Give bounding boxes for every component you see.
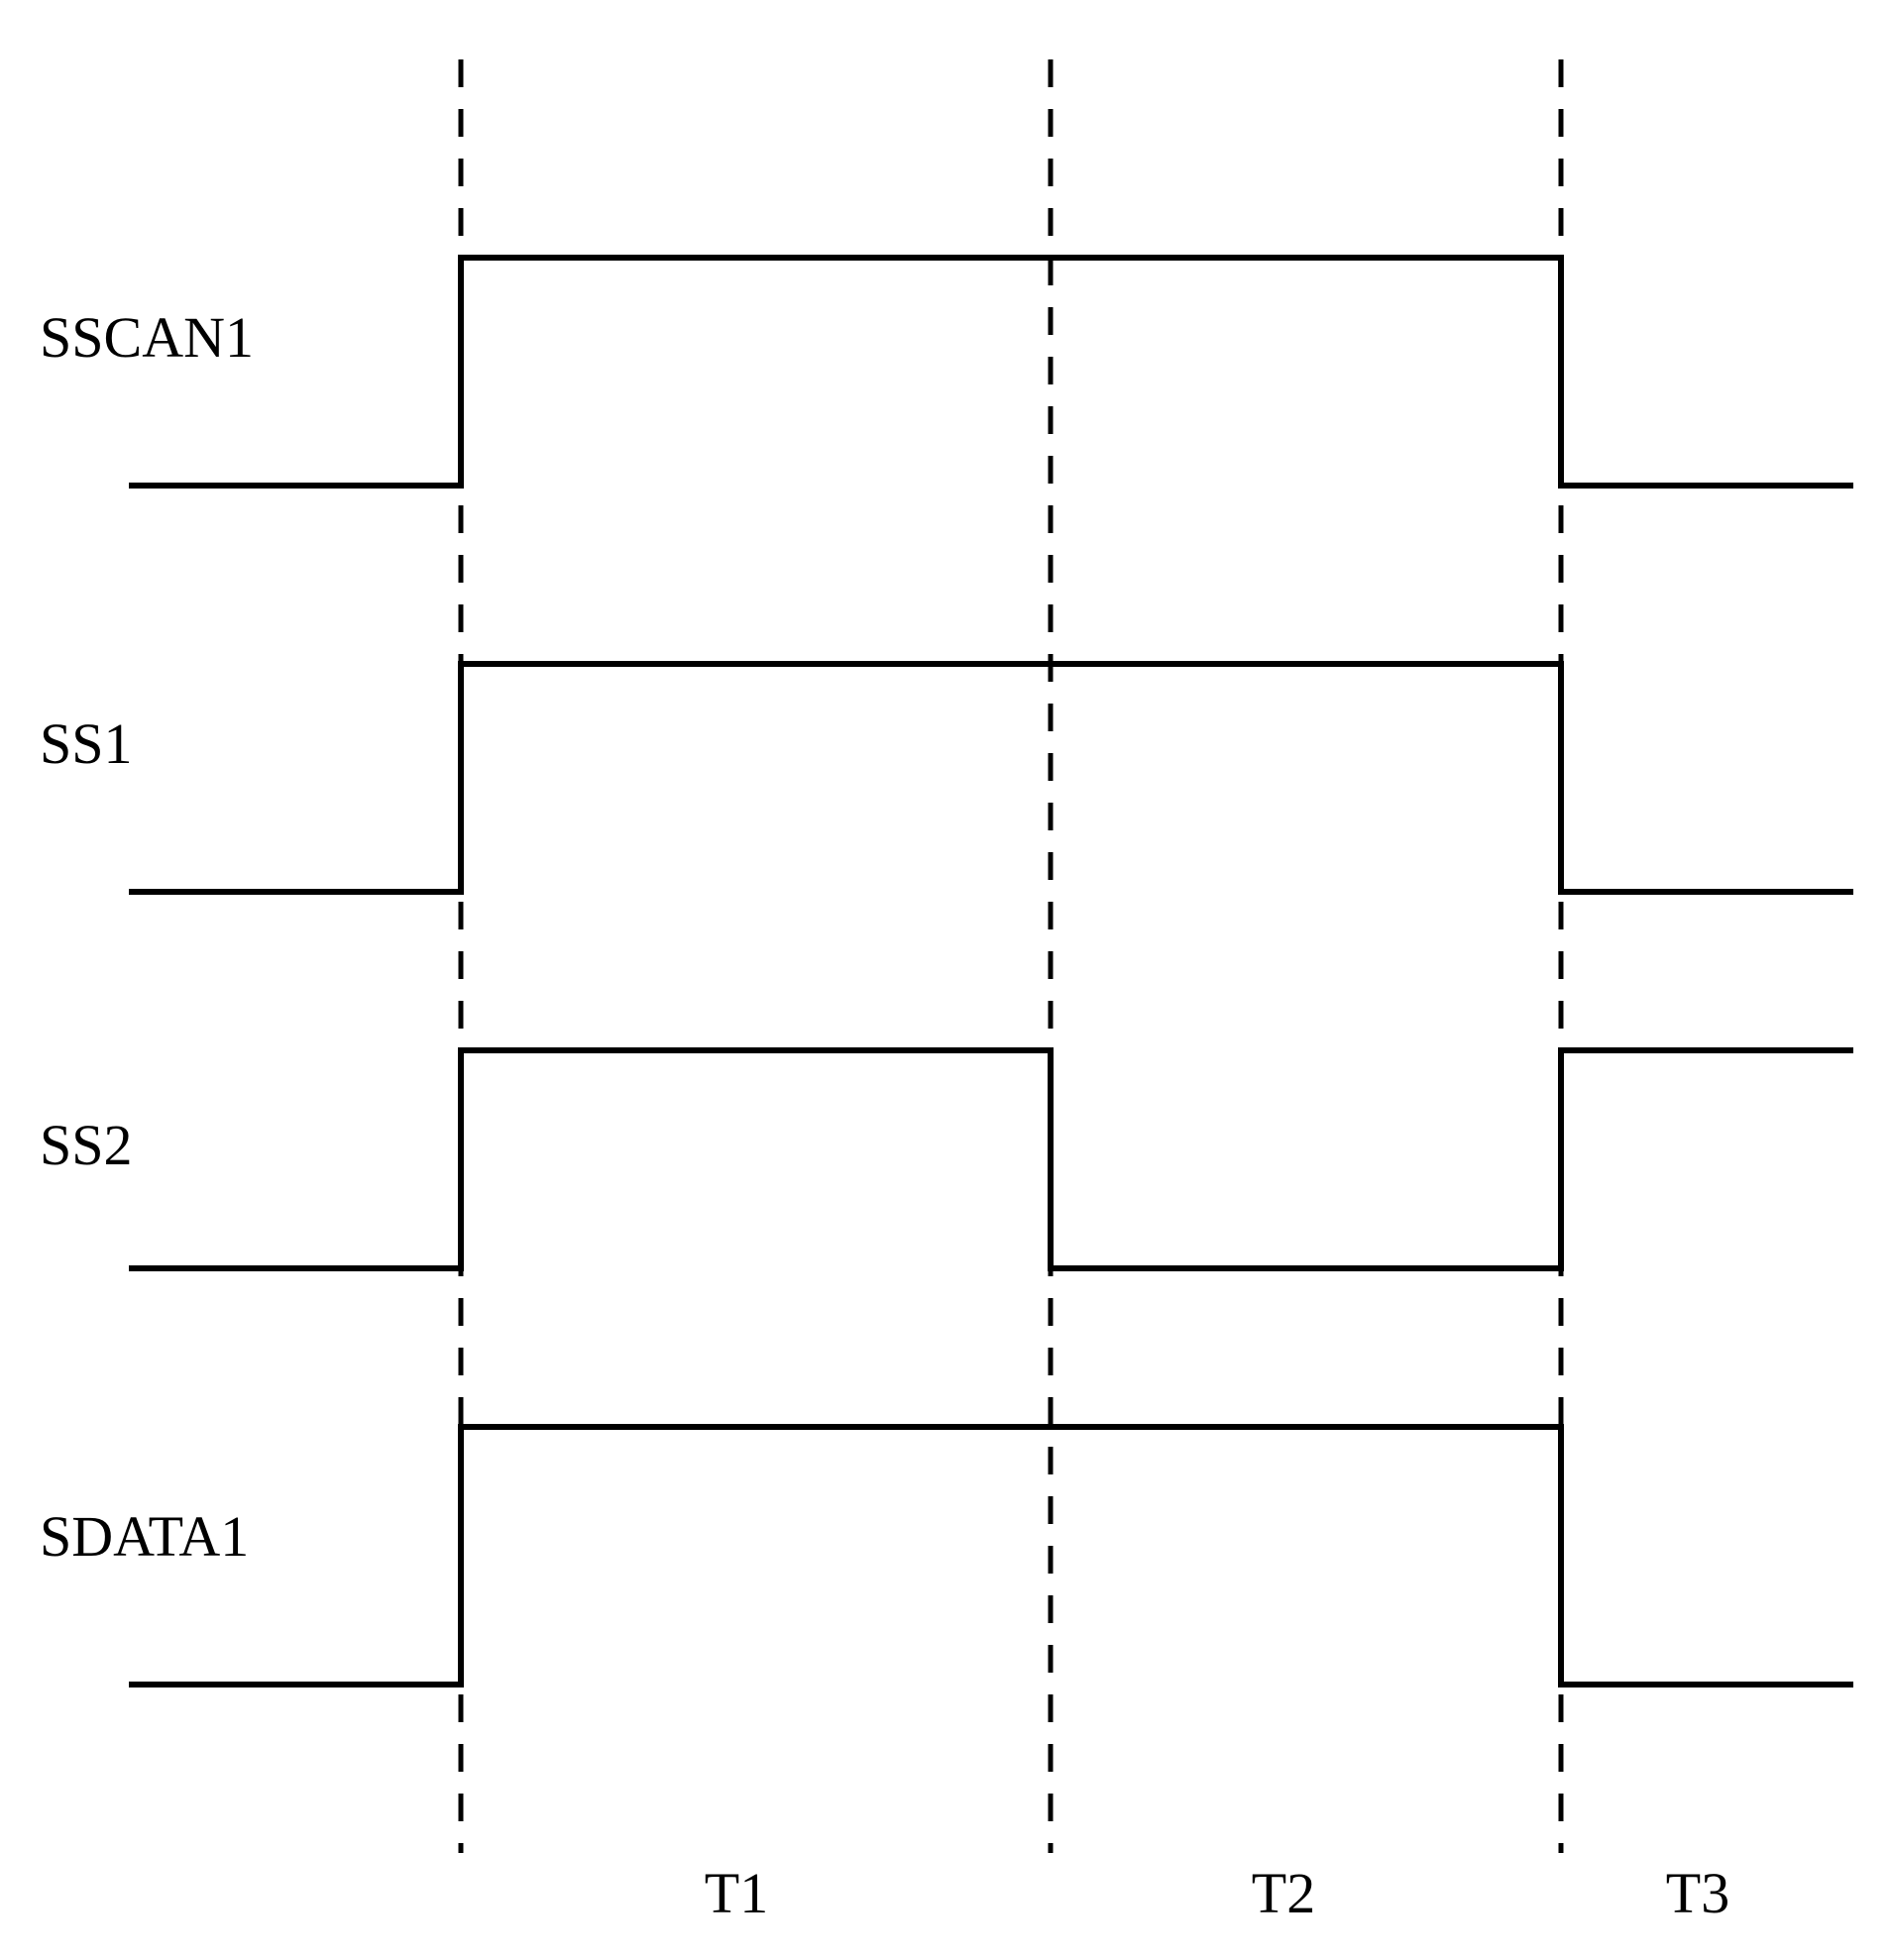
signal-label-sdata1: SDATA1 <box>40 1504 249 1569</box>
signal-waveform-sdata1 <box>129 1427 1853 1685</box>
timing-diagram: SSCAN1 SS1 SS2 SDATA1 T1 T2 T3 <box>0 0 1890 1960</box>
time-label-t1: T1 <box>705 1861 768 1925</box>
signal-label-ss2: SS2 <box>40 1113 133 1177</box>
signal-waveform-sscan1 <box>129 258 1853 486</box>
signal-waveform-ss1 <box>129 664 1853 892</box>
signal-label-sscan1: SSCAN1 <box>40 305 254 370</box>
signal-label-ss1: SS1 <box>40 711 133 776</box>
time-label-t3: T3 <box>1666 1861 1729 1925</box>
time-label-t2: T2 <box>1252 1861 1315 1925</box>
signal-waveform-ss2 <box>129 1050 1853 1268</box>
